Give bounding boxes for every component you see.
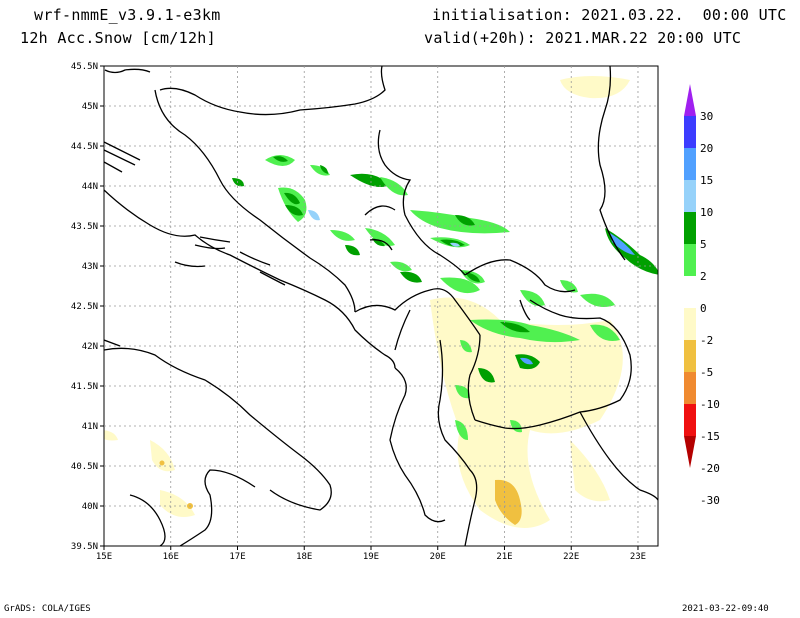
field-name: 12h Acc.Snow [cm/12h]: [20, 29, 216, 47]
lat-label: 40.5N: [71, 462, 98, 472]
init-time: initialisation: 2021.03.22. 00:00 UTC: [432, 6, 787, 24]
lat-label: 40N: [82, 502, 98, 512]
lon-label: 22E: [563, 552, 579, 562]
longitude-labels: 15E 16E 17E 18E 19E 20E 21E 22E 23E: [96, 546, 646, 562]
lat-label: 44.5N: [71, 142, 98, 152]
colorbar-label: 5: [700, 238, 707, 251]
lon-label: 21E: [496, 552, 512, 562]
colorbar-swatch: [684, 340, 696, 372]
colorbar-label: 20: [700, 142, 713, 155]
lat-label: 43N: [82, 262, 98, 272]
lat-label: 43.5N: [71, 222, 98, 232]
lon-label: 19E: [363, 552, 379, 562]
lat-label: 42N: [82, 342, 98, 352]
colorbar-label: -10: [700, 398, 720, 411]
lon-label: 23E: [630, 552, 646, 562]
lat-label: 42.5N: [71, 302, 98, 312]
colorbar-label: 30: [700, 110, 713, 123]
colorbar-swatch: [684, 308, 696, 340]
lat-label: 44N: [82, 182, 98, 192]
model-name: wrf-nmmE_v3.9.1-e3km: [34, 6, 221, 24]
valid-time: valid(+20h): 2021.MAR.22 20:00 UTC: [424, 29, 742, 47]
lat-label: 41N: [82, 422, 98, 432]
coastlines: [104, 141, 446, 546]
country-borders: [104, 66, 658, 546]
colorbar-label: -20: [700, 462, 720, 475]
colorbar-label: -15: [700, 430, 720, 443]
lat-label: 45N: [82, 102, 98, 112]
colorbar-label: 0: [700, 302, 707, 315]
colorbar-label: -2: [700, 334, 713, 347]
colorbar-swatch: [684, 212, 696, 244]
colorbar-label: -30: [700, 494, 720, 507]
colorbar-swatch: [684, 372, 696, 404]
colorbar-swatch: [684, 148, 696, 180]
colorbar-swatch: [684, 276, 696, 308]
footer-timestamp: 2021-03-22-09:40: [682, 604, 769, 614]
colorbar-bottom-arrow: [684, 436, 696, 468]
lon-label: 16E: [163, 552, 179, 562]
colorbar-swatch: [684, 404, 696, 436]
colorbar-swatch: [684, 180, 696, 212]
latitude-labels: 45.5N 45N 44.5N 44N 43.5N 43N 42.5N 42N 41.5N 41N…: [71, 62, 104, 552]
colorbar-label: 10: [700, 206, 713, 219]
lon-label: 17E: [229, 552, 245, 562]
lon-label: 15E: [96, 552, 112, 562]
colorbar-top-arrow: [684, 84, 696, 116]
snow-field: [104, 76, 658, 528]
footer-credit: GrADS: COLA/IGES: [4, 604, 91, 614]
lon-label: 20E: [430, 552, 446, 562]
colorbar-label: 15: [700, 174, 713, 187]
colorbar-label: 2: [700, 270, 707, 283]
colorbar-label: -5: [700, 366, 713, 379]
colorbar-swatch: [684, 244, 696, 276]
lat-label: 39.5N: [71, 542, 98, 552]
lat-label: 41.5N: [71, 382, 98, 392]
lon-label: 18E: [296, 552, 312, 562]
lat-label: 45.5N: [71, 62, 98, 72]
colorbar-swatch: [684, 116, 696, 148]
